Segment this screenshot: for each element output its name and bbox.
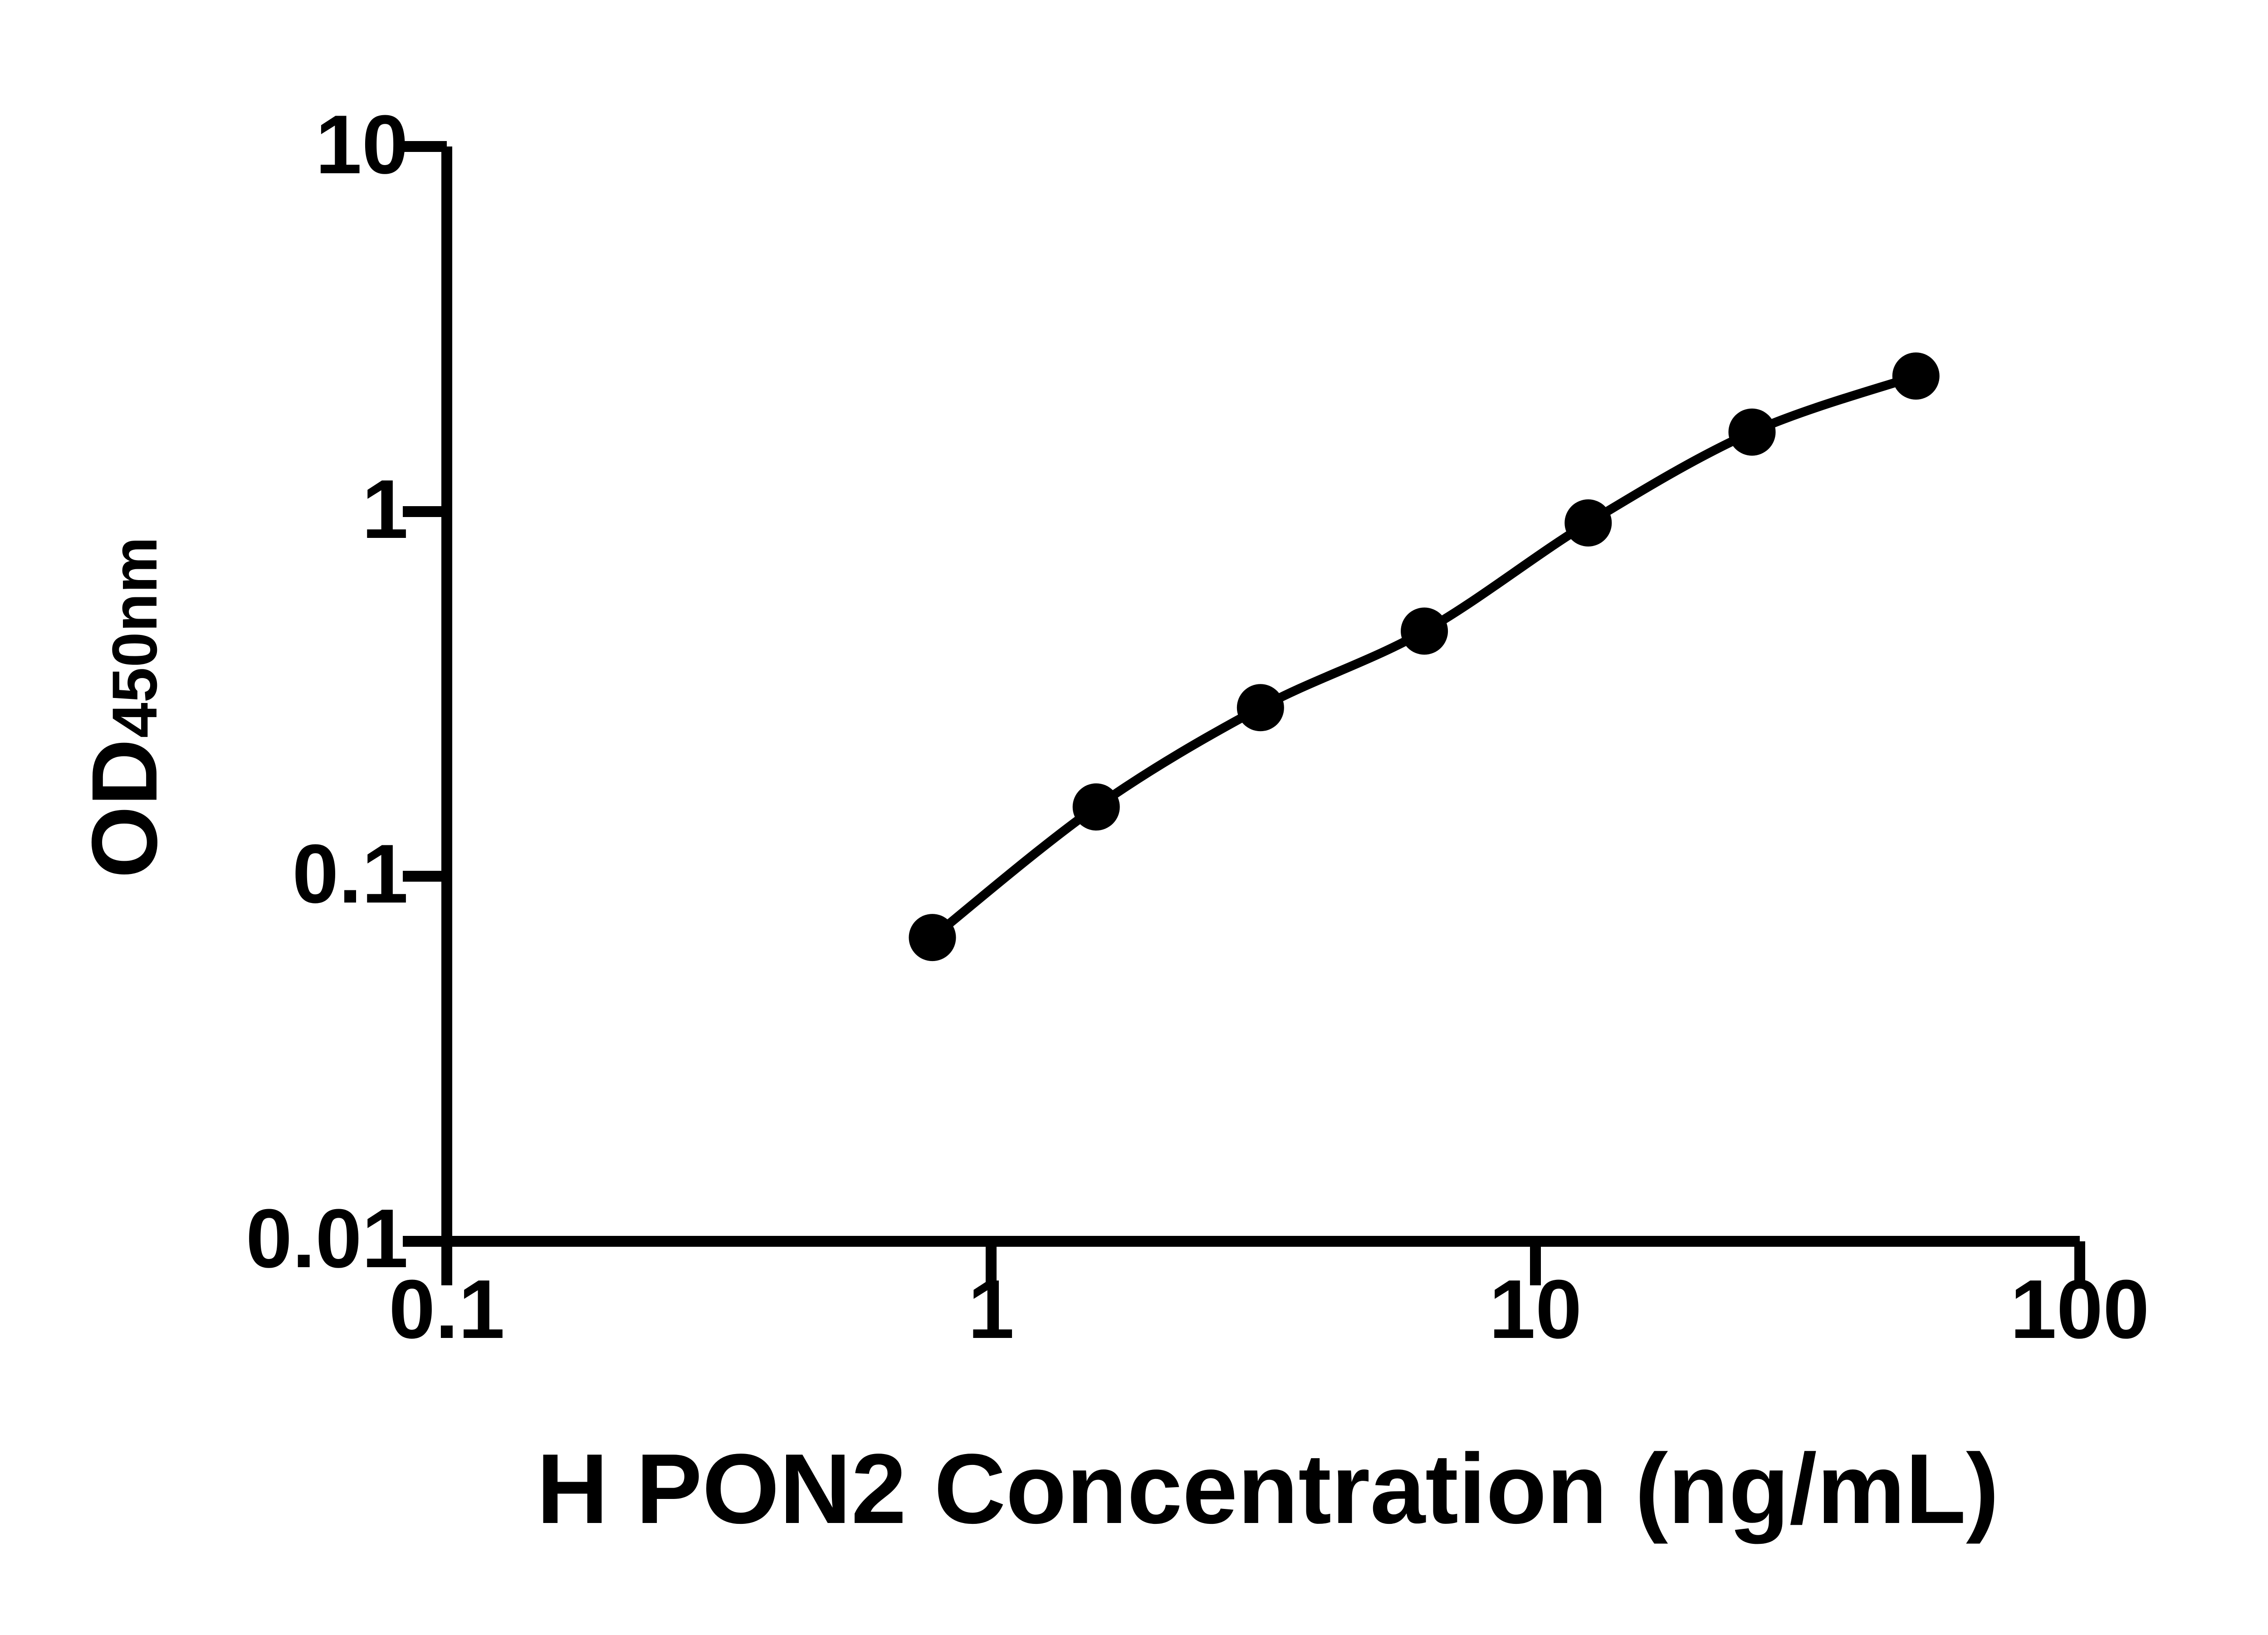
svg-text:0.1: 0.1 <box>292 827 408 920</box>
svg-text:1: 1 <box>968 1262 1014 1356</box>
svg-text:OD450nm: OD450nm <box>73 537 176 878</box>
svg-text:1: 1 <box>362 462 408 556</box>
svg-text:0.01: 0.01 <box>246 1191 408 1285</box>
svg-text:0.1: 0.1 <box>389 1262 505 1356</box>
svg-text:10: 10 <box>315 98 408 191</box>
svg-text:10: 10 <box>1489 1262 1582 1356</box>
svg-text:H PON2 Concentration (ng/mL): H PON2 Concentration (ng/mL) <box>537 1434 1999 1544</box>
svg-text:100: 100 <box>2010 1262 2150 1356</box>
